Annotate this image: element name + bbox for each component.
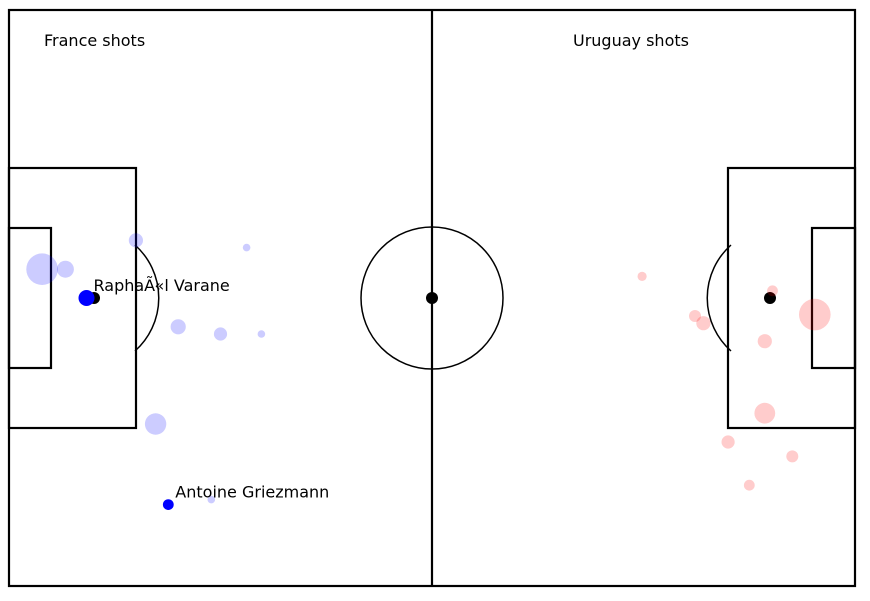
- uruguay-shot-marker: [799, 298, 831, 331]
- uruguay-shot-marker: [721, 435, 735, 449]
- left-six-yard-box: [7, 226, 53, 370]
- france-shot-marker: [170, 319, 186, 335]
- goal-scorer-label: Antoine Griezmann: [175, 483, 329, 502]
- france-shot-marker: [257, 330, 266, 338]
- left-penalty-arc: [134, 244, 160, 352]
- uruguay-shot-marker: [637, 271, 647, 281]
- france-shot-marker: [242, 243, 251, 252]
- shot-markers: RaphaÃ«l Varane Antoine Griezmann: [26, 233, 831, 510]
- uruguay-shot-marker: [689, 310, 701, 322]
- france-shots-title: France shots: [44, 31, 145, 50]
- pitch-lines: [7, 8, 857, 588]
- centre-circle: [360, 226, 504, 370]
- france-shot-marker: [213, 327, 228, 341]
- france-shot-marker: [128, 233, 143, 248]
- uruguay-shots-title: Uruguay shots: [573, 31, 689, 50]
- uruguay-shot-marker: [767, 285, 778, 297]
- right-penalty-arc: [706, 244, 732, 352]
- right-six-yard-box: [810, 226, 857, 370]
- france-goal-marker: [78, 290, 95, 306]
- goal-scorer-label: RaphaÃ«l Varane: [94, 276, 230, 295]
- uruguay-shot-marker: [757, 334, 772, 349]
- france-shot-marker: [26, 253, 58, 285]
- uruguay-shot-marker: [743, 479, 755, 491]
- right-penalty-spot: [764, 292, 776, 304]
- uruguay-shot-marker: [696, 316, 711, 331]
- centre-spot: [426, 292, 438, 304]
- uruguay-shot-marker: [754, 402, 776, 424]
- france-shot-marker: [207, 495, 216, 504]
- france-shot-marker: [56, 260, 74, 278]
- right-penalty-area: [726, 166, 857, 430]
- france-shot-marker: [144, 413, 167, 435]
- uruguay-shot-marker: [786, 450, 799, 463]
- france-goal-marker: [162, 499, 174, 510]
- left-penalty-area: [7, 166, 138, 430]
